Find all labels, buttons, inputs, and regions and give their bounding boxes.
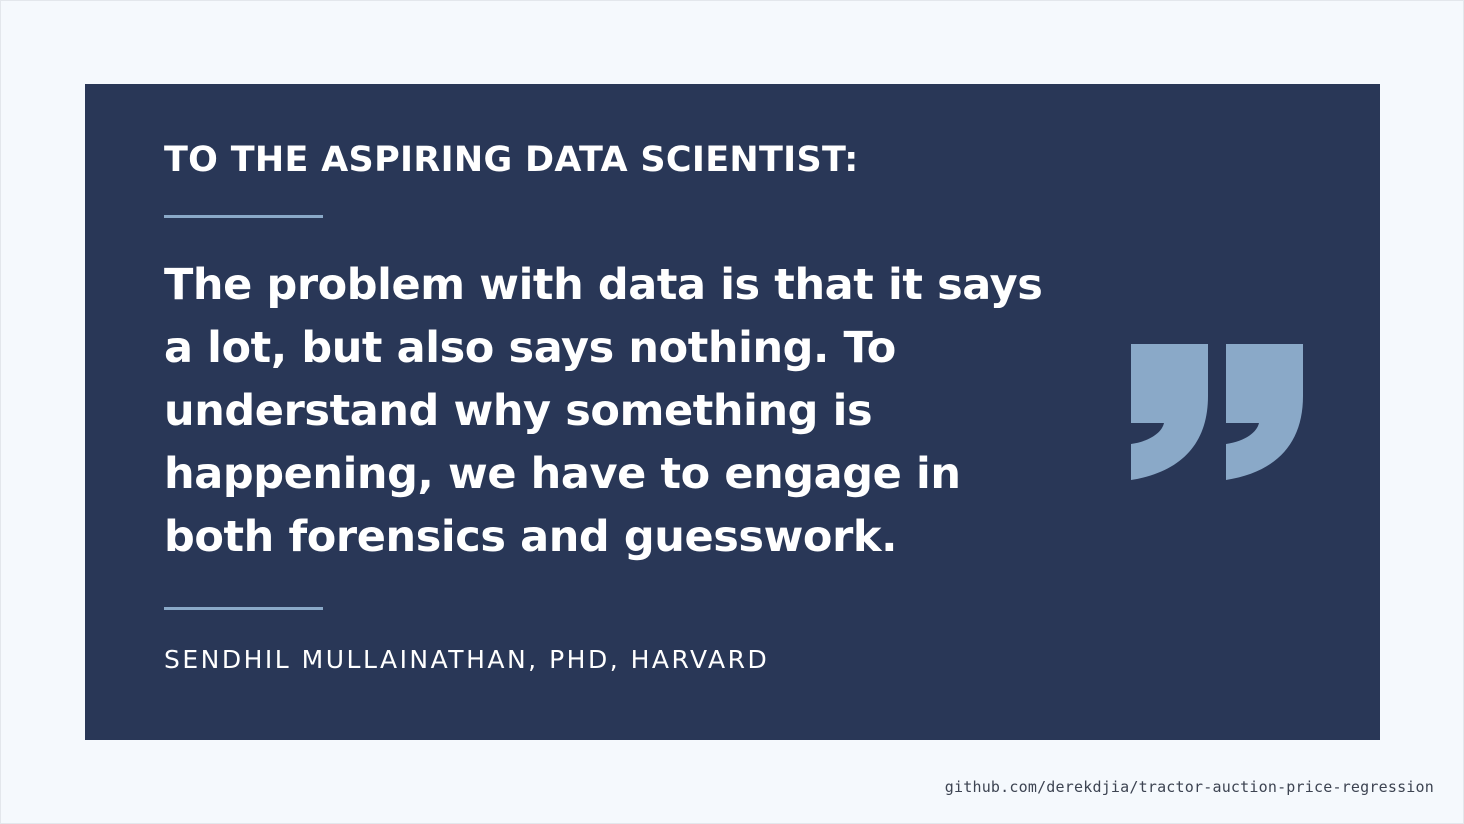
source-link[interactable]: github.com/derekdjia/tractor-auction-pri… (944, 778, 1434, 796)
closing-quote-icon (1131, 344, 1303, 480)
attribution-divider (164, 607, 323, 610)
quote-attribution: SENDHIL MULLAINATHAN, PHD, HARVARD (164, 645, 770, 674)
quote-card: TO THE ASPIRING DATA SCIENTIST: The prob… (85, 84, 1380, 740)
quote-text: The problem with data is that it says a … (164, 260, 1043, 562)
quote-heading: TO THE ASPIRING DATA SCIENTIST: (164, 140, 859, 180)
heading-divider (164, 215, 323, 218)
